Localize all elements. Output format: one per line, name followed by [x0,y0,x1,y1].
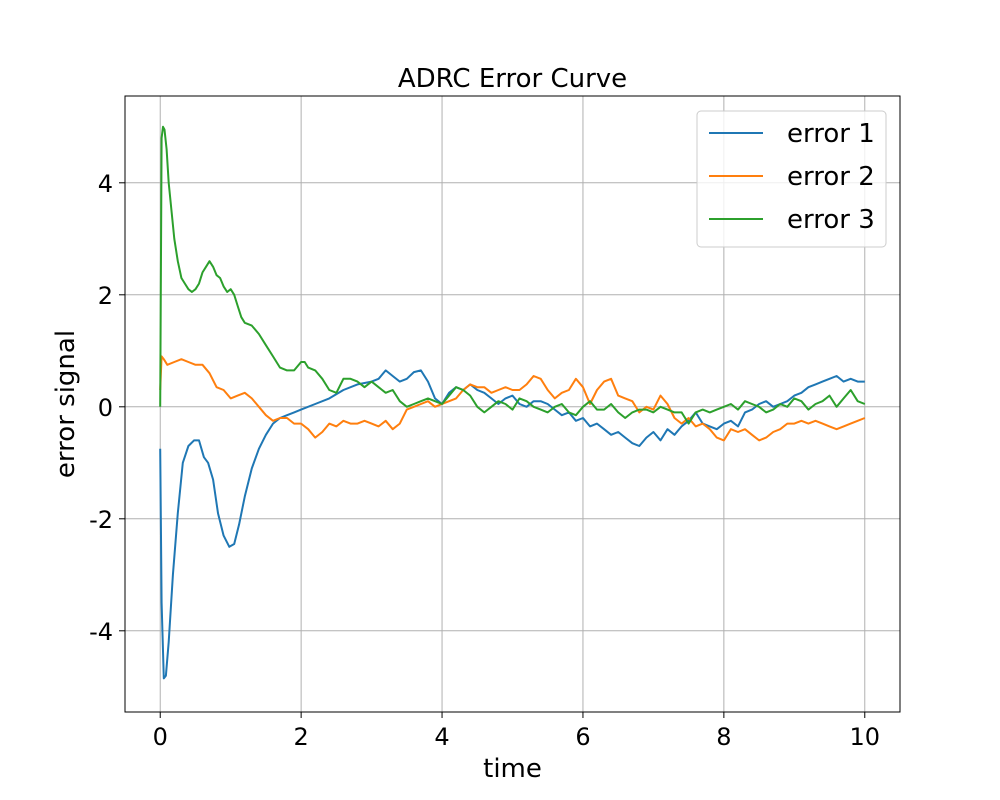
x-axis-title: time [483,754,542,784]
series-line-3 [159,125,866,425]
legend-label-1: error 1 [787,119,875,149]
legend: error 1 error 2 error 3 [696,110,887,248]
x-tick-label: 8 [716,723,731,751]
series-group [159,125,866,680]
axis-ticks: 0 2 4 6 8 10 4 2 0 -2 -4 [89,170,880,751]
x-tick-label: 2 [293,723,308,751]
y-tick-label: 4 [98,170,113,198]
y-tick-label: -2 [89,506,113,534]
legend-box [696,110,887,248]
chart-title: ADRC Error Curve [398,64,627,94]
x-tick-label: 10 [849,723,880,751]
series-line-1 [159,369,865,680]
legend-label-2: error 2 [787,162,875,192]
legend-label-3: error 3 [787,205,875,235]
y-tick-label: -4 [89,618,113,646]
y-tick-label: 2 [98,282,113,310]
plot-frame [124,95,901,713]
x-tick-label: 0 [153,723,168,751]
x-tick-label: 4 [434,723,449,751]
series-line-2 [159,355,866,442]
y-axis-title: error signal [51,330,81,478]
x-tick-label: 6 [575,723,590,751]
y-tick-label: 0 [98,394,113,422]
